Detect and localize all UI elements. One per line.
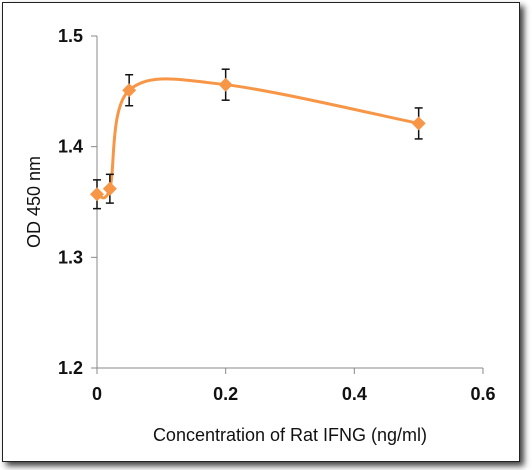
chart-frame: [2, 2, 520, 462]
x-tick-label: 0.4: [342, 384, 367, 404]
x-tick-label: 0: [92, 384, 102, 404]
data-point-marker: [218, 77, 233, 92]
y-tick-label: 1.3: [58, 247, 83, 267]
data-markers: [90, 77, 426, 202]
x-axis-label: Concentration of Rat IFNG (ng/ml): [153, 425, 427, 445]
error-bars: [93, 68, 423, 210]
data-point-marker: [122, 83, 137, 98]
y-tick-label: 1.2: [58, 358, 83, 378]
data-point-marker: [90, 187, 104, 202]
x-tick-label: 0.2: [213, 384, 238, 404]
axes: [91, 35, 484, 374]
data-point-marker: [102, 181, 117, 196]
x-tick-label: 0.6: [470, 384, 495, 404]
y-tick-label: 1.4: [58, 137, 83, 157]
series-line: [96, 77, 419, 200]
tick-labels: 1.2 1.3 1.4 1.5 0 0.2 0.4 0.6: [58, 26, 496, 404]
y-tick-label: 1.5: [58, 26, 83, 46]
y-axis-label: OD 450 nm: [24, 156, 44, 248]
data-point-marker: [411, 116, 426, 131]
